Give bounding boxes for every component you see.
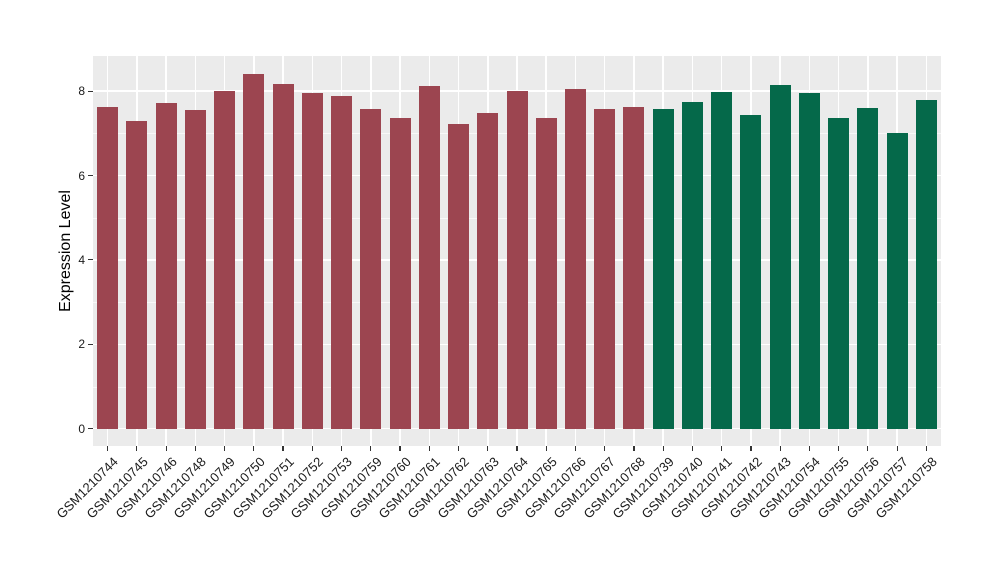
x-tick-mark	[487, 446, 489, 451]
bar	[506, 91, 528, 429]
y-tick-label: 2	[78, 337, 85, 352]
bar	[272, 84, 294, 429]
bar	[886, 132, 908, 429]
bar	[243, 73, 265, 429]
bar	[535, 117, 557, 429]
bar	[857, 107, 879, 429]
gridline-major	[93, 427, 941, 430]
bar	[623, 107, 645, 429]
x-tick-mark	[399, 446, 401, 451]
x-tick-mark	[107, 446, 109, 451]
x-tick-mark	[136, 446, 138, 451]
x-tick-mark	[428, 446, 430, 451]
x-tick-mark	[691, 446, 694, 451]
y-tick-label: 8	[78, 84, 85, 99]
bar	[214, 91, 236, 429]
x-tick-mark	[867, 446, 869, 451]
bar	[828, 118, 850, 429]
x-tick-mark	[516, 446, 518, 451]
y-tick-mark	[88, 174, 93, 177]
bar	[711, 92, 733, 429]
x-tick-mark	[223, 446, 226, 451]
bar	[448, 124, 470, 429]
y-tick-label: 6	[78, 168, 85, 183]
bar	[477, 112, 499, 429]
bar	[184, 110, 206, 429]
x-tick-mark	[779, 446, 781, 451]
y-axis-title: Expression Level	[57, 190, 74, 312]
x-tick-mark	[457, 446, 460, 451]
x-tick-mark	[633, 446, 635, 451]
bar	[331, 96, 353, 429]
y-tick-mark	[88, 343, 93, 345]
y-tick-mark	[88, 90, 93, 92]
x-tick-mark	[574, 446, 577, 451]
bar	[564, 89, 586, 429]
x-tick-mark	[282, 446, 284, 451]
x-tick-mark	[165, 446, 167, 451]
bar	[389, 118, 411, 429]
y-tick-mark	[88, 428, 93, 430]
x-tick-mark	[896, 446, 898, 451]
x-tick-mark	[925, 446, 927, 451]
x-tick-mark	[808, 446, 810, 451]
bar	[97, 106, 119, 429]
bar	[798, 93, 820, 429]
bar-layer	[93, 56, 941, 446]
bar	[740, 115, 762, 429]
x-tick-mark	[370, 446, 372, 451]
plot-panel	[93, 56, 941, 446]
y-tick-mark	[88, 259, 93, 261]
y-tick-label: 0	[78, 421, 85, 436]
x-tick-mark	[194, 446, 196, 451]
x-tick-mark	[545, 446, 547, 451]
bar	[360, 109, 382, 429]
x-tick-mark	[721, 446, 723, 451]
bar	[126, 120, 148, 429]
bar	[652, 108, 674, 429]
bar	[301, 93, 323, 429]
y-tick-label: 4	[78, 252, 85, 267]
x-tick-mark	[340, 446, 343, 451]
x-tick-mark	[838, 446, 840, 451]
x-tick-mark	[604, 446, 606, 451]
bar	[915, 99, 937, 429]
x-tick-mark	[311, 446, 313, 451]
bar	[681, 102, 703, 429]
x-tick-mark	[750, 446, 752, 451]
bar	[769, 85, 791, 429]
bar	[594, 108, 616, 429]
x-tick-mark	[253, 446, 255, 451]
bar	[418, 85, 440, 429]
x-tick-mark	[662, 446, 664, 451]
bar	[155, 102, 177, 429]
